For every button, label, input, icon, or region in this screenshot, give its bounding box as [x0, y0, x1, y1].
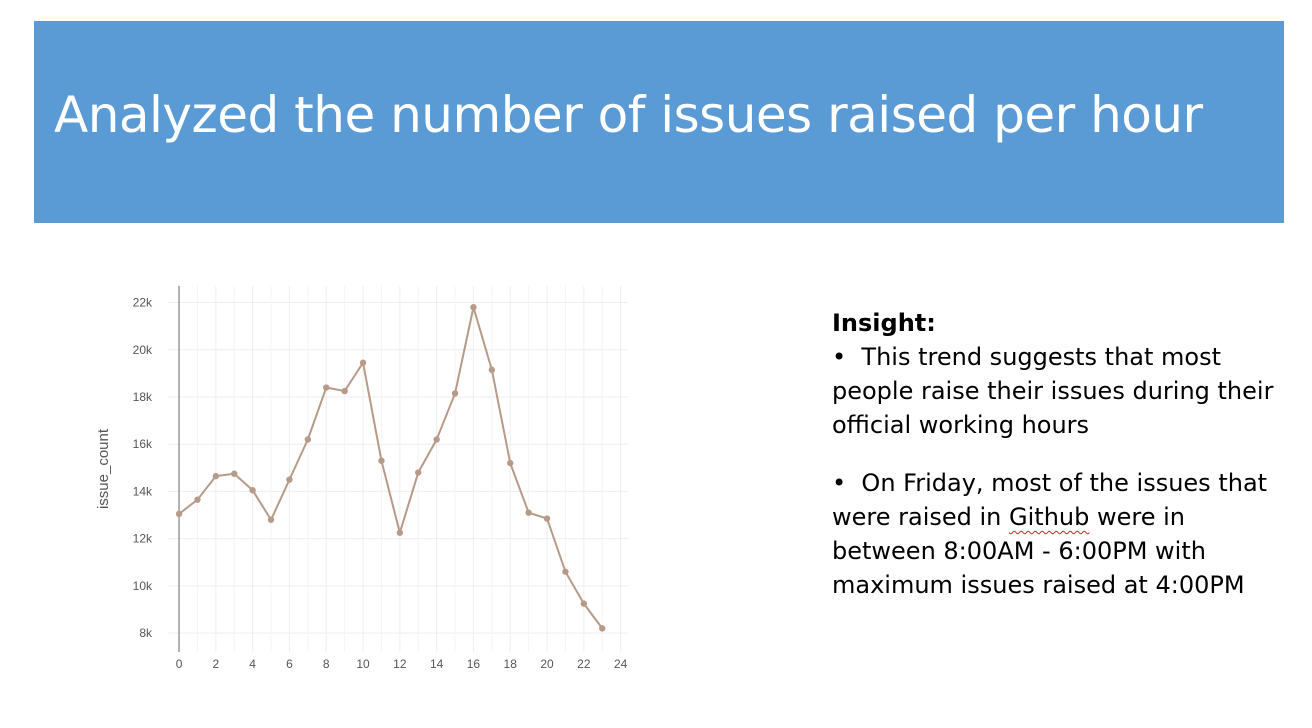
- data-point: [378, 457, 385, 464]
- data-point: [194, 496, 201, 503]
- data-point: [323, 384, 330, 391]
- x-tick-label: 2: [212, 657, 219, 671]
- x-tick-label: 24: [614, 657, 628, 671]
- insight-panel: Insight: • This trend suggests that most…: [832, 306, 1282, 626]
- bullet-marker: •: [832, 343, 847, 371]
- slide-title: Analyzed the number of issues raised per…: [54, 86, 1203, 144]
- spellcheck-highlighted-word: Github: [1009, 503, 1090, 531]
- insight-bullet-2: • On Friday, most of the issues that wer…: [832, 466, 1282, 602]
- data-point: [415, 469, 422, 476]
- data-point: [488, 366, 496, 374]
- x-tick-label: 22: [577, 657, 591, 671]
- x-tick-label: 8: [323, 657, 330, 671]
- data-point: [433, 436, 440, 443]
- series-layer: [175, 304, 606, 632]
- data-point: [507, 459, 514, 467]
- insight-bullet-text: This trend suggests that most people rai…: [832, 343, 1274, 439]
- insight-heading: Insight:: [832, 309, 936, 337]
- data-point: [525, 509, 532, 516]
- data-point: [359, 359, 367, 366]
- y-tick-label: 14k: [133, 484, 153, 498]
- y-tick-label: 22k: [133, 296, 153, 310]
- y-axis-label: issue_count: [95, 428, 112, 509]
- insight-bullet-1: • This trend suggests that most people r…: [832, 340, 1282, 442]
- data-point: [470, 304, 477, 311]
- x-tick-label: 6: [286, 657, 293, 671]
- bullet-marker: •: [832, 469, 847, 497]
- x-tick-label: 18: [504, 657, 518, 671]
- data-point: [231, 470, 238, 477]
- data-point: [341, 387, 348, 395]
- data-point: [175, 510, 183, 518]
- grid-layer: [168, 286, 628, 652]
- data-point: [304, 436, 312, 443]
- data-point: [396, 529, 404, 536]
- issues-per-hour-chart: 8k 10k 12k 14k 16k 18k 20k 22k 0 2 4 6 8 10 12 14 16 18 20…: [80, 270, 640, 690]
- title-band: Analyzed the number of issues raised per…: [34, 21, 1284, 223]
- data-point: [286, 476, 293, 483]
- x-tick-label: 4: [249, 657, 256, 671]
- insight-bullet-text: On Friday, most of the issues that were …: [832, 469, 1268, 531]
- data-point: [580, 600, 588, 607]
- data-point: [562, 568, 569, 575]
- insight-bullet-text: were in between 8:00AM - 6:00PM with max…: [832, 503, 1245, 599]
- x-tick-label: 20: [540, 657, 554, 671]
- data-point: [267, 516, 275, 523]
- data-point: [212, 472, 220, 480]
- data-point: [249, 487, 256, 494]
- x-tick-label: 0: [176, 657, 183, 671]
- x-tick-label: 10: [356, 657, 370, 671]
- y-tick-label: 18k: [133, 390, 153, 404]
- y-tick-label: 20k: [133, 343, 153, 357]
- y-tick-label: 12k: [133, 532, 153, 546]
- x-tick-label: 12: [393, 657, 407, 671]
- y-tick-label: 8k: [139, 626, 153, 640]
- x-tick-label: 16: [467, 657, 481, 671]
- series-line: [178, 306, 604, 629]
- data-point: [543, 515, 551, 522]
- data-point: [599, 625, 606, 632]
- x-tick-label: 14: [430, 657, 444, 671]
- data-point: [451, 390, 459, 397]
- y-tick-label: 16k: [133, 437, 153, 451]
- y-tick-label: 10k: [133, 579, 153, 593]
